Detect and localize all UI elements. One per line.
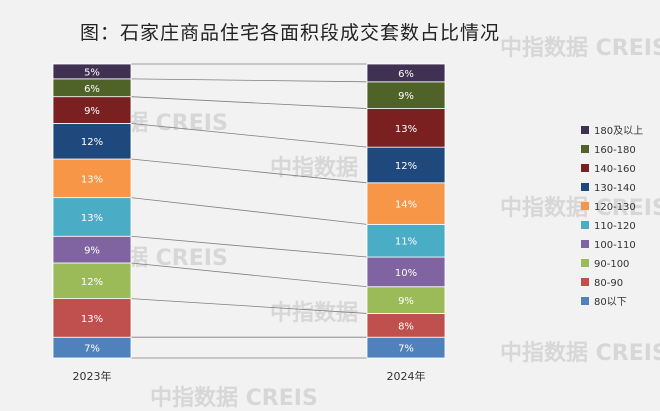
data-label: 10%: [395, 268, 417, 279]
bar-segment: [366, 108, 446, 148]
legend-label: 80以下: [594, 297, 627, 308]
bar-segment: [52, 158, 132, 199]
legend-label: 110-120: [594, 221, 636, 232]
legend-item: 180及以上: [581, 125, 643, 137]
legend-label: 100-110: [594, 240, 636, 251]
legend-label: 160-180: [594, 145, 636, 156]
data-label: 7%: [84, 344, 100, 355]
legend-label: 180及以上: [594, 125, 643, 137]
data-label: 13%: [81, 314, 103, 325]
legend-item: 130-140: [581, 183, 636, 194]
bar-segment: [366, 81, 446, 109]
legend-label: 130-140: [594, 183, 636, 194]
legend-label: 140-160: [594, 164, 636, 175]
bar-segment: [366, 256, 446, 288]
data-label: 13%: [395, 124, 417, 135]
data-label: 9%: [398, 91, 414, 102]
connector-line: [130, 158, 368, 184]
connector-line: [130, 122, 368, 148]
legend-swatch: [581, 278, 589, 286]
bar-segment: [52, 63, 132, 80]
data-label: 11%: [395, 237, 417, 248]
legend: 180及以上 160-180 140-160 130-140 120-130 110-12…: [581, 125, 643, 308]
legend-swatch: [581, 145, 589, 153]
data-label: 8%: [398, 321, 414, 332]
connector-lines: [130, 63, 368, 359]
connector-line: [130, 235, 368, 258]
connector-line: [130, 197, 368, 225]
data-label: 14%: [395, 200, 417, 211]
bar-segment: [366, 286, 446, 314]
legend-item: 100-110: [581, 240, 636, 251]
legend-swatch: [581, 240, 589, 248]
connector-line: [130, 78, 368, 83]
legend-swatch: [581, 183, 589, 191]
watermark-text: 中指数据 CREIS: [500, 340, 660, 366]
data-label: 9%: [84, 246, 100, 257]
bar-segment: [366, 146, 446, 184]
x-axis-tick-labels: 2023年 2024年: [73, 369, 426, 383]
legend-swatch: [581, 297, 589, 305]
data-label: 13%: [81, 174, 103, 185]
legend-item: 160-180: [581, 145, 636, 156]
watermark-text: 中指数据 CREIS: [500, 195, 660, 221]
legend-item: 120-130: [581, 202, 636, 213]
connector-line: [130, 262, 368, 288]
legend-label: 90-100: [594, 259, 629, 270]
bar-segment: [366, 223, 446, 258]
data-label: 12%: [81, 277, 103, 288]
legend-swatch: [581, 164, 589, 172]
data-label: 12%: [395, 161, 417, 172]
legend-item: 110-120: [581, 221, 636, 232]
data-label: 5%: [84, 67, 100, 78]
data-label: 13%: [81, 213, 103, 224]
legend-item: 80-90: [581, 278, 623, 289]
x-tick-label: 2024年: [387, 369, 426, 383]
x-tick-label: 2023年: [73, 369, 112, 383]
watermark-text: 中指数据 CREIS: [500, 35, 660, 61]
bars: [52, 63, 446, 359]
bar-segment: [52, 122, 132, 160]
legend-swatch: [581, 221, 589, 229]
data-label: 9%: [398, 296, 414, 307]
legend-item: 140-160: [581, 164, 636, 175]
data-labels: 7% 13% 12% 9% 13% 13% 12% 9% 6% 5% 7% 8% 9% 10% 11% 14%…: [81, 67, 417, 354]
watermark-text: 中指数据 CREIS: [150, 385, 318, 411]
data-label: 12%: [81, 137, 103, 148]
legend-swatch: [581, 202, 589, 210]
data-label: 6%: [398, 69, 414, 80]
legend-swatch: [581, 126, 589, 134]
legend-label: 80-90: [594, 278, 623, 289]
connector-line: [130, 96, 368, 109]
data-label: 6%: [84, 84, 100, 95]
bar-segment: [366, 182, 446, 225]
bar-segment: [52, 298, 132, 338]
legend-label: 120-130: [594, 202, 636, 213]
bar-segment: [52, 262, 132, 300]
legend-item: 80以下: [581, 297, 627, 308]
data-label: 9%: [84, 106, 100, 117]
connector-line: [130, 298, 368, 314]
chart-title: 图：石家庄商品住宅各面积段成交套数占比情况: [79, 22, 500, 44]
bar-segment: [52, 235, 132, 264]
data-label: 7%: [398, 344, 414, 355]
watermarks: 中指数据 CREIS 中指数据 CREIS 中指数据 CREIS 中指数据 CREIS…: [60, 35, 660, 411]
legend-swatch: [581, 259, 589, 267]
bar-segment: [52, 197, 132, 237]
bar-segment: [366, 63, 446, 83]
legend-item: 90-100: [581, 259, 629, 270]
